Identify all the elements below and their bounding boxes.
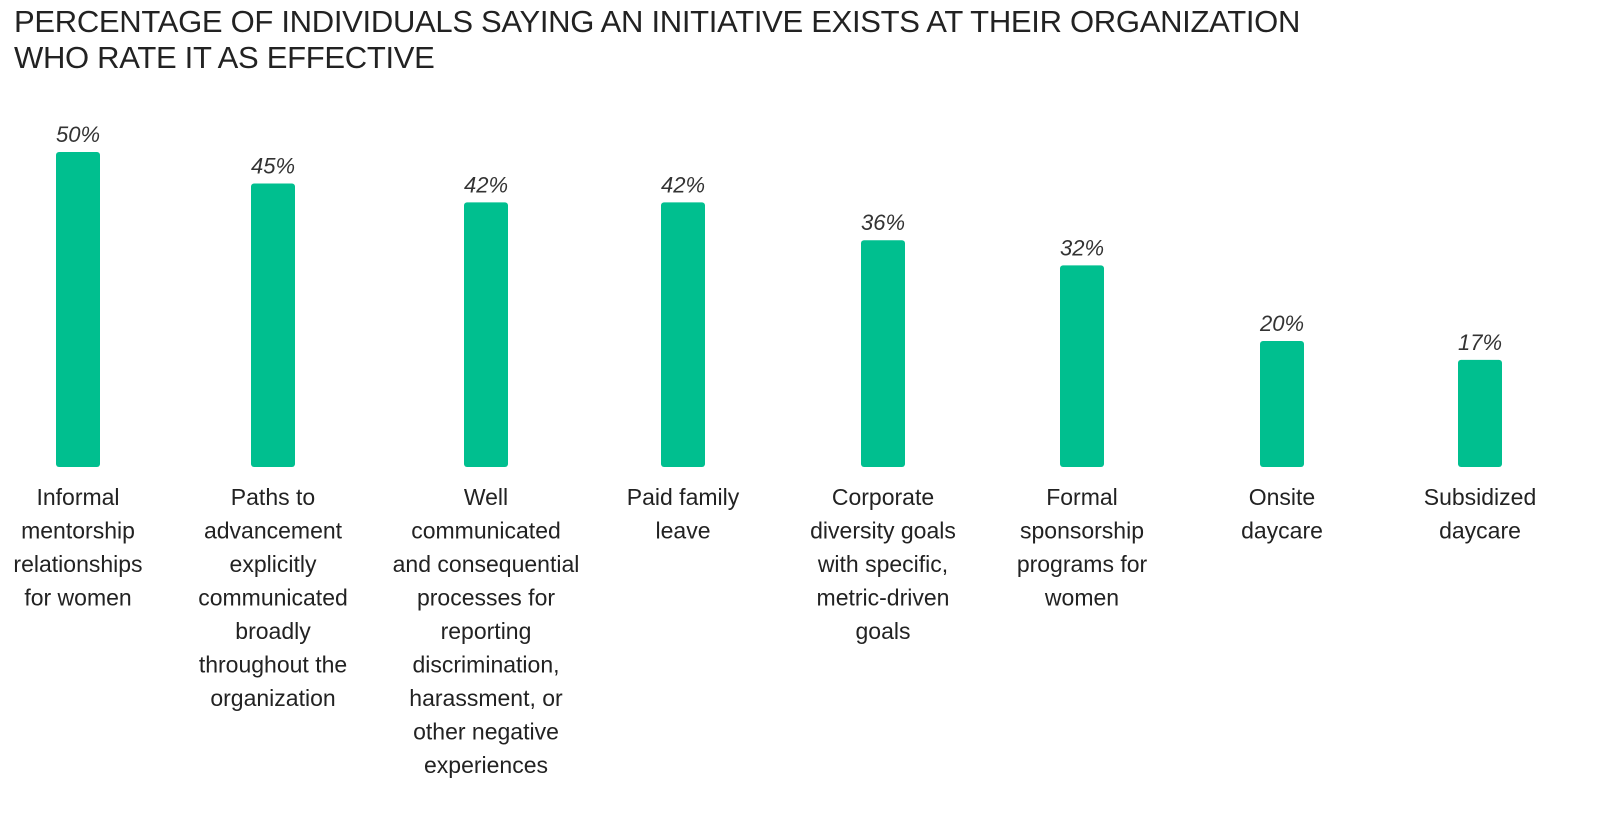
value-label-2: 45% bbox=[251, 154, 295, 179]
category-label-1-line-1: Informal bbox=[36, 484, 119, 510]
category-label-3-line-2: communicated bbox=[411, 518, 561, 544]
value-label-7: 20% bbox=[1259, 311, 1304, 336]
category-label-1: Informal mentorship relationships for women bbox=[13, 484, 142, 611]
category-label-7: Onsite daycare bbox=[1241, 484, 1323, 544]
bar-2 bbox=[251, 183, 295, 467]
category-label-6-line-2: sponsorship bbox=[1020, 518, 1144, 544]
category-label-2-line-3: explicitly bbox=[230, 551, 317, 577]
category-label-3: Well communicated and consequential process… bbox=[393, 484, 580, 778]
value-label-3: 42% bbox=[464, 172, 508, 197]
category-label-4-line-1: Paid family bbox=[627, 484, 740, 510]
category-label-3-line-7: harassment, or bbox=[409, 685, 563, 711]
category-label-1-line-2: mentorship bbox=[21, 518, 135, 544]
value-label-8: 17% bbox=[1458, 330, 1502, 355]
category-label-2: Paths to advancement explicitly communicate… bbox=[198, 484, 348, 711]
category-label-1-line-4: for women bbox=[24, 585, 131, 611]
value-label-4: 42% bbox=[661, 172, 705, 197]
category-label-3-line-1: Well bbox=[464, 484, 508, 510]
bar-5 bbox=[861, 240, 905, 467]
bar-7 bbox=[1260, 341, 1304, 467]
value-label-6: 32% bbox=[1060, 235, 1104, 260]
value-label-1: 50% bbox=[56, 122, 100, 147]
category-label-5: Corporate diversity goals with specific, me… bbox=[810, 484, 956, 644]
category-label-5-line-3: with specific, bbox=[817, 551, 948, 577]
value-labels-layer: 50% 45% 42% 42% 36% 32% 20% 17% bbox=[56, 122, 1502, 355]
category-label-3-line-5: reporting bbox=[441, 618, 532, 644]
category-label-2-line-4: communicated bbox=[198, 585, 348, 611]
category-label-4-line-2: leave bbox=[656, 518, 711, 544]
category-label-2-line-1: Paths to bbox=[231, 484, 315, 510]
category-label-5-line-4: metric-driven bbox=[817, 585, 950, 611]
category-label-7-line-2: daycare bbox=[1241, 518, 1323, 544]
category-label-6-line-1: Formal bbox=[1046, 484, 1118, 510]
category-label-2-line-7: organization bbox=[210, 685, 335, 711]
bars-layer bbox=[56, 152, 1502, 467]
bar-4 bbox=[661, 202, 705, 467]
category-label-3-line-3: and consequential bbox=[393, 551, 580, 577]
category-label-2-line-5: broadly bbox=[235, 618, 311, 644]
category-label-6-line-4: women bbox=[1044, 585, 1119, 611]
category-label-5-line-5: goals bbox=[856, 618, 911, 644]
category-label-7-line-1: Onsite bbox=[1249, 484, 1315, 510]
category-labels-layer: Informal mentorship relationships for women… bbox=[13, 484, 1536, 778]
chart-title-line-2: WHO RATE IT AS EFFECTIVE bbox=[14, 40, 435, 75]
category-label-1-line-3: relationships bbox=[13, 551, 142, 577]
bar-3 bbox=[464, 202, 508, 467]
category-label-5-line-2: diversity goals bbox=[810, 518, 956, 544]
category-label-3-line-6: discrimination, bbox=[413, 652, 560, 678]
value-label-5: 36% bbox=[861, 210, 905, 235]
bar-8 bbox=[1458, 359, 1502, 467]
bar-1 bbox=[56, 152, 100, 467]
bar-6 bbox=[1060, 265, 1104, 467]
category-label-3-line-8: other negative bbox=[413, 719, 559, 745]
category-label-6-line-3: programs for bbox=[1017, 551, 1148, 577]
category-label-5-line-1: Corporate bbox=[832, 484, 934, 510]
category-label-8-line-2: daycare bbox=[1439, 518, 1521, 544]
chart-title-line-1: PERCENTAGE OF INDIVIDUALS SAYING AN INIT… bbox=[14, 4, 1301, 39]
category-label-3-line-9: experiences bbox=[424, 752, 548, 778]
category-label-6: Formal sponsorship programs for women bbox=[1017, 484, 1148, 611]
category-label-8-line-1: Subsidized bbox=[1424, 484, 1537, 510]
category-label-3-line-4: processes for bbox=[417, 585, 555, 611]
category-label-4: Paid family leave bbox=[627, 484, 740, 544]
category-label-2-line-6: throughout the bbox=[199, 652, 347, 678]
chart-title: PERCENTAGE OF INDIVIDUALS SAYING AN INIT… bbox=[14, 4, 1414, 76]
category-label-2-line-2: advancement bbox=[204, 518, 343, 544]
category-label-8: Subsidized daycare bbox=[1424, 484, 1537, 544]
